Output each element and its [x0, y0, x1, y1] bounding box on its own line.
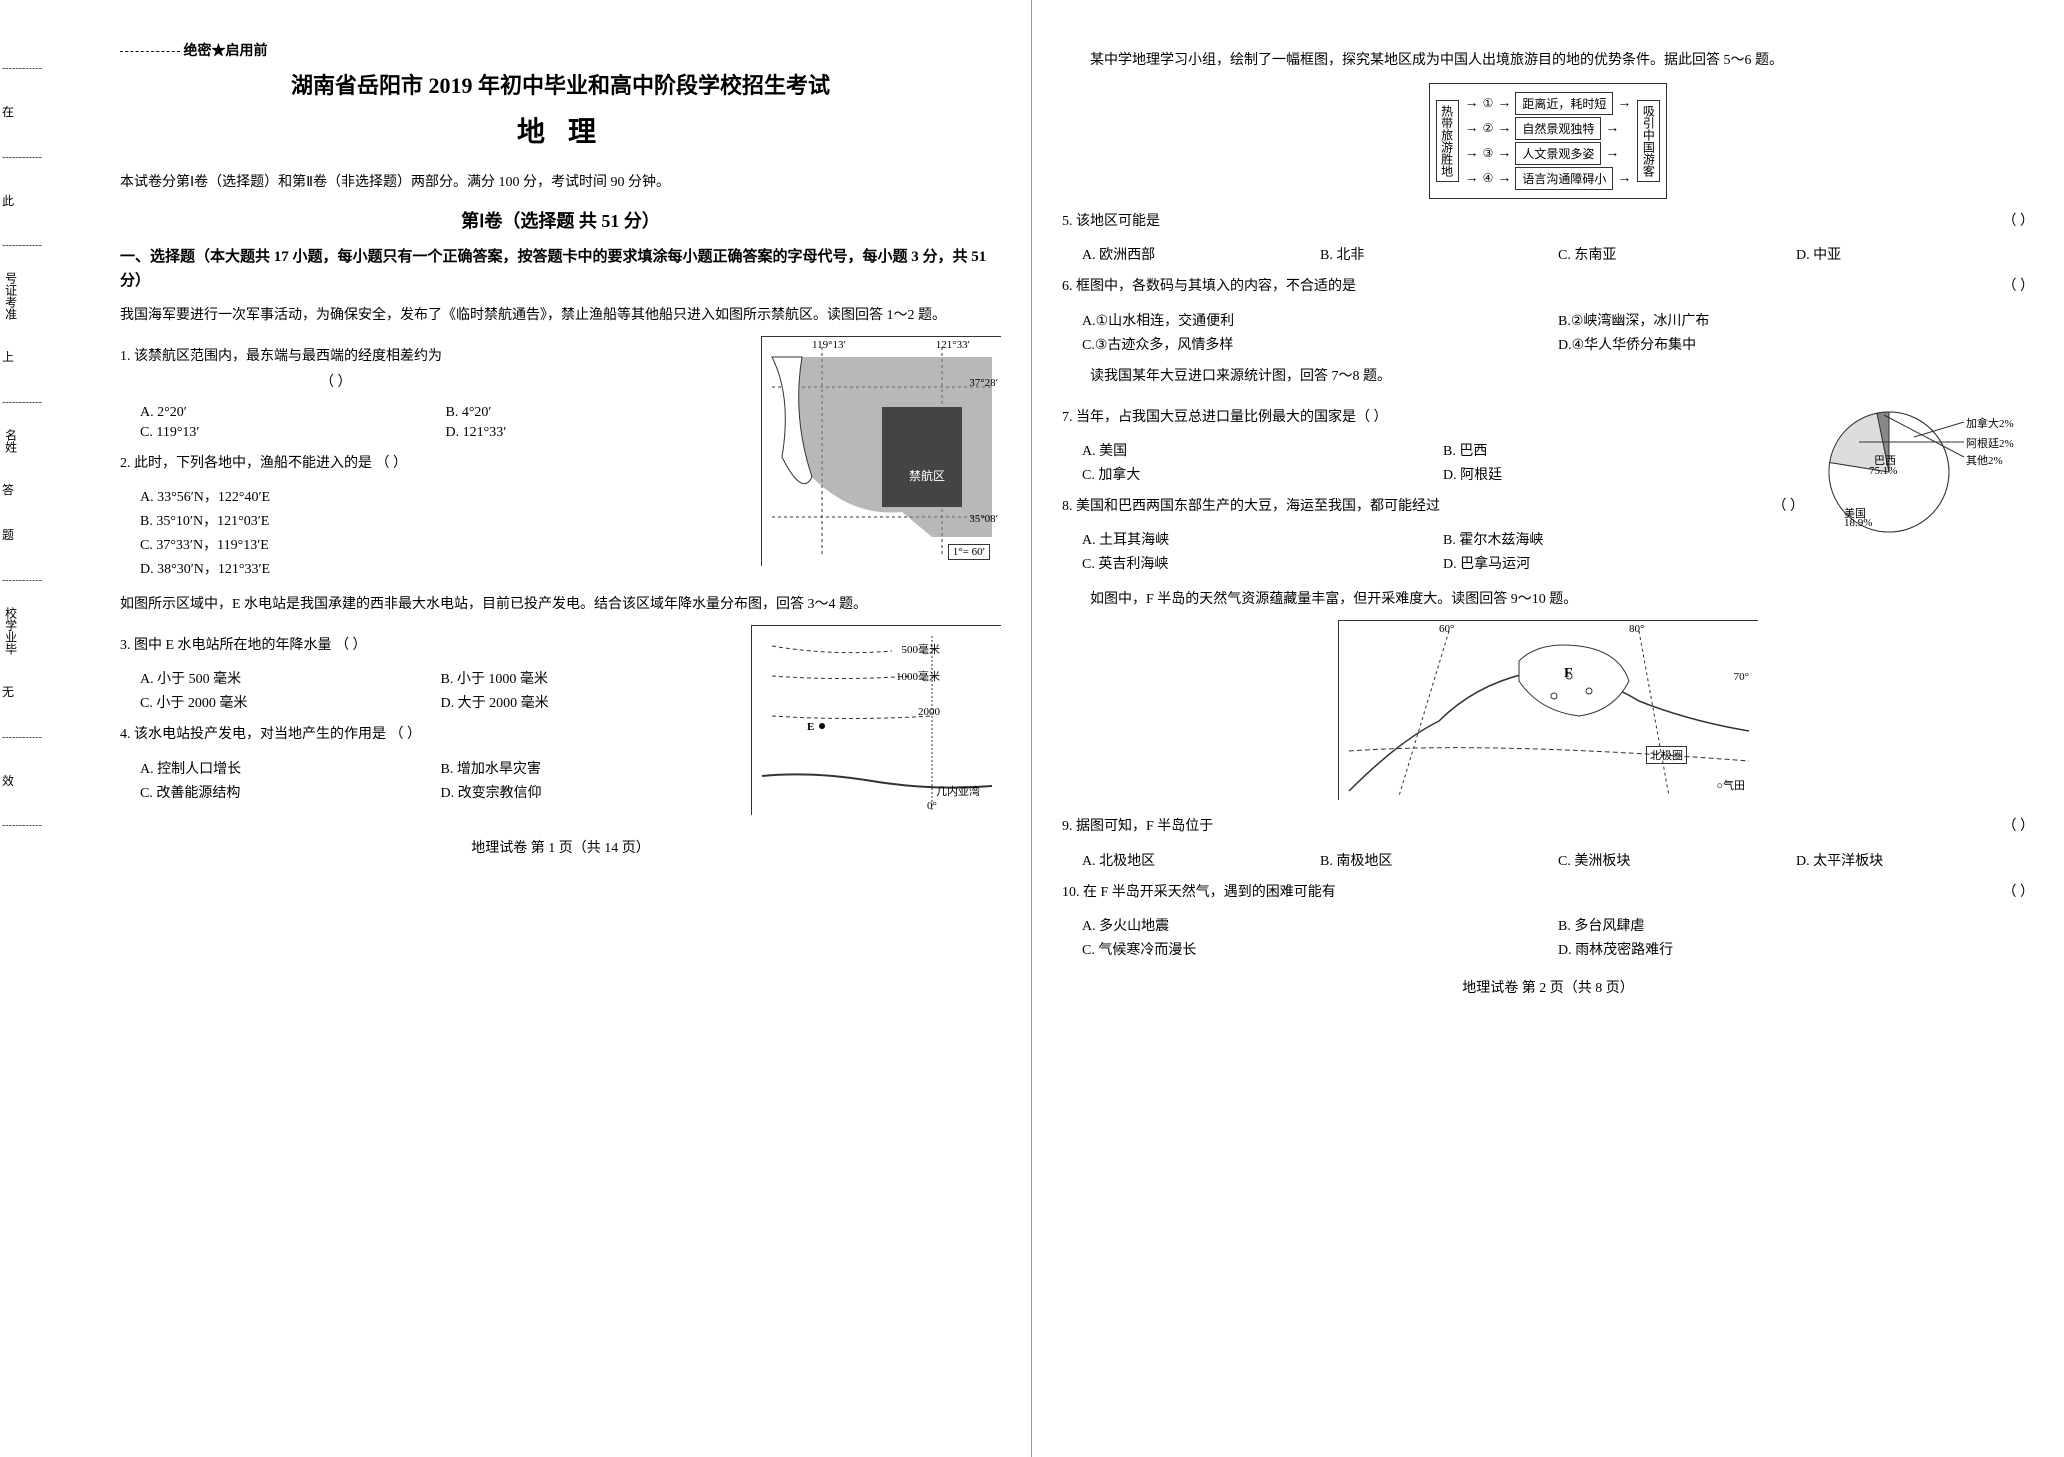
- page-1: ------------ 在 ------------ 此 ----------…: [0, 0, 1032, 1457]
- page1-footer: 地理试卷 第 1 页（共 14 页）: [120, 837, 1001, 857]
- section-1-heading: 第Ⅰ卷（选择题 共 51 分）: [120, 207, 1001, 233]
- instructions: 本试卷分第Ⅰ卷（选择题）和第Ⅱ卷（非选择题）两部分。满分 100 分，考试时间 …: [120, 170, 1001, 195]
- q1-q2-row: 1. 该禁航区范围内，最东端与最西端的经度相差约为 （ ） A. 2°20′ B…: [120, 336, 1001, 584]
- page2-footer: 地理试卷 第 2 页（共 8 页）: [1062, 977, 2034, 997]
- question-4: 4. 该水电站投产发电，对当地产生的作用是 （ ）: [120, 722, 741, 747]
- q7-options: A. 美国 B. 巴西 C. 加拿大 D. 阿根廷: [1082, 438, 1804, 486]
- passage-3: 某中学地理学习小组，绘制了一幅框图，探究某地区成为中国人出境旅游目的地的优势条件…: [1062, 48, 2034, 73]
- q1-options: A. 2°20′ B. 4°20′ C. 119°13′ D. 121°33′: [140, 403, 751, 443]
- secret-line: 绝密★启用前: [120, 40, 1001, 60]
- q6-options: A.①山水相连，交通便利 B.②峡湾幽深，冰川广布 C.③古迹众多，风情多样 D…: [1082, 308, 2034, 356]
- q3-q4-row: 3. 图中 E 水电站所在地的年降水量 （ ） A. 小于 500 毫米 B. …: [120, 625, 1001, 821]
- q10-options: A. 多火山地震 B. 多台风肆虐 C. 气候寒冷而漫长 D. 雨林茂密路难行: [1082, 913, 2034, 961]
- question-5: 5. 该地区可能是 （ ）: [1062, 209, 2034, 234]
- exam-title: 湖南省岳阳市 2019 年初中毕业和高中阶段学校招生考试: [120, 68, 1001, 100]
- passage-1: 我国海军要进行一次军事活动，为确保安全，发布了《临时禁航通告》，禁止渔船等其他船…: [120, 303, 1001, 328]
- question-7: 7. 当年，占我国大豆总进口量比例最大的国家是（ ）: [1062, 405, 1804, 430]
- question-2: 2. 此时，下列各地中，渔船不能进入的是 （ ）: [120, 451, 751, 476]
- subject-title: 地 理: [120, 110, 1001, 150]
- q3-options: A. 小于 500 毫米 B. 小于 1000 毫米 C. 小于 2000 毫米…: [140, 666, 741, 714]
- question-6: 6. 框图中，各数码与其填入的内容，不合适的是 （ ）: [1062, 274, 2034, 299]
- q4-options: A. 控制人口增长 B. 增加水旱灾害 C. 改善能源结构 D. 改变宗教信仰: [140, 756, 741, 804]
- passage-2: 如图所示区域中，E 水电站是我国承建的西非最大水电站，目前已投产发电。结合该区域…: [120, 592, 1001, 617]
- part1-head: 一、选择题（本大题共 17 小题，每小题只有一个正确答案，按答题卡中的要求填涂每…: [120, 245, 1001, 293]
- page2-content: 某中学地理学习小组，绘制了一幅框图，探究某地区成为中国人出境旅游目的地的优势条件…: [1062, 48, 2034, 997]
- figure-map1: 119°13′ 121°33′ 37°28′ 35°08′ 禁航区: [761, 336, 1001, 572]
- page-2: 某中学地理学习小组，绘制了一幅框图，探究某地区成为中国人出境旅游目的地的优势条件…: [1032, 0, 2064, 1457]
- question-1: 1. 该禁航区范围内，最东端与最西端的经度相差约为 （ ）: [120, 344, 751, 394]
- question-10: 10. 在 F 半岛开采天然气，遇到的困难可能有 （ ）: [1062, 880, 2034, 905]
- exam-margin: ------------ 在 ------------ 此 ----------…: [2, 60, 67, 834]
- q9-options: A. 北极地区 B. 南极地区 C. 美洲板块 D. 太平洋板块: [1082, 848, 2034, 872]
- figure-map3: 60° 80° 70° F 北极圈 ○气田: [1062, 620, 2034, 806]
- question-8: 8. 美国和巴西两国东部生产的大豆，海运至我国，都可能经过 （ ）: [1062, 494, 1804, 519]
- q5-options: A. 欧洲西部 B. 北非 C. 东南亚 D. 中亚: [1082, 242, 2034, 266]
- figure-pie: 巴西 75.1% 美国 18.9% 加拿大2% 阿根廷2% 其他2%: [1814, 397, 2034, 552]
- figure-map2: 500毫米 1000毫米 2000 E 几内亚湾 0°: [751, 625, 1001, 821]
- passage-4: 读我国某年大豆进口来源统计图，回答 7～8 题。: [1062, 364, 2034, 389]
- question-3: 3. 图中 E 水电站所在地的年降水量 （ ）: [120, 633, 741, 658]
- q2-options: A. 33°56′N，122°40′E B. 35°10′N，121°03′E …: [140, 484, 751, 580]
- q8-options: A. 土耳其海峡 B. 霍尔木兹海峡 C. 英吉利海峡 D. 巴拿马运河: [1082, 527, 1804, 575]
- figure-frame: 热带旅游胜地 →①→距离近，耗时短→ →②→自然景观独特→ →③→人文景观多姿→…: [1062, 83, 2034, 199]
- question-9: 9. 据图可知，F 半岛位于 （ ）: [1062, 814, 2034, 839]
- q7-q8-row: 7. 当年，占我国大豆总进口量比例最大的国家是（ ） A. 美国 B. 巴西 C…: [1062, 397, 2034, 579]
- passage-5: 如图中，F 半岛的天然气资源蕴藏量丰富，但开采难度大。读图回答 9～10 题。: [1062, 587, 2034, 612]
- page1-content: 绝密★启用前 湖南省岳阳市 2019 年初中毕业和高中阶段学校招生考试 地 理 …: [120, 40, 1001, 857]
